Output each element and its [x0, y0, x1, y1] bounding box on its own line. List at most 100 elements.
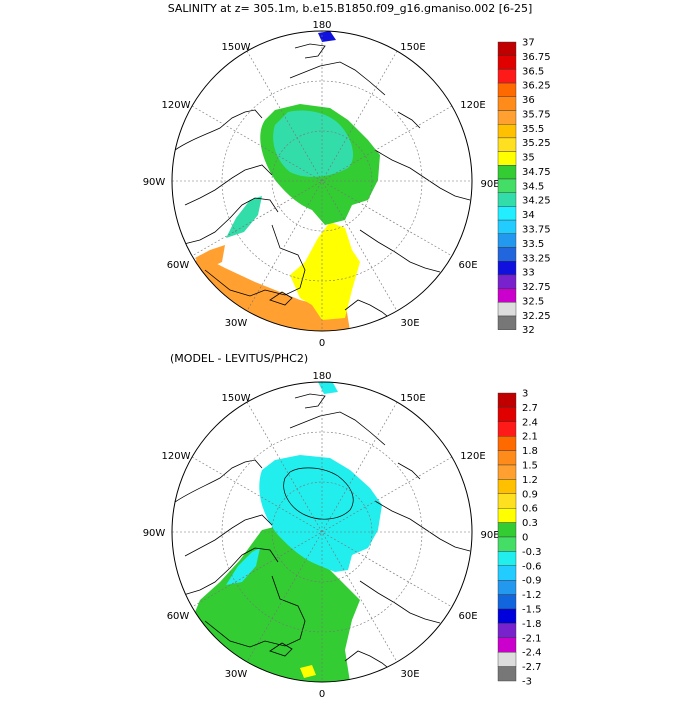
- top-colorbar-swatch: [497, 69, 517, 84]
- bottom-field-baffin: [226, 548, 260, 585]
- top-colorbar-swatch: [497, 41, 517, 56]
- bottom-colorbar-tick-label: -0.6: [522, 561, 542, 572]
- bottom-colorbar-swatch: [497, 508, 517, 523]
- lon-label-90e: 90E: [480, 530, 499, 541]
- top-colorbar-tick-label: 32: [522, 325, 535, 336]
- bottom-colorbar-swatch: [497, 580, 517, 595]
- bottom-colorbar-swatch: [497, 522, 517, 538]
- bottom-field-yellow-spot: [300, 665, 316, 678]
- lon-label-90w: 90W: [143, 528, 166, 539]
- lon-label-60w: 60W: [167, 260, 190, 271]
- top-colorbar-swatch: [497, 55, 517, 70]
- top-colorbar-swatch: [497, 165, 517, 180]
- lon-label-180: 180: [312, 20, 331, 31]
- bottom-colorbar-tick-label: -2.7: [522, 662, 542, 673]
- top-field-labrador: [195, 245, 225, 270]
- bottom-colorbar-swatch: [497, 464, 517, 480]
- bottom-colorbar-swatch: [497, 421, 517, 437]
- top-colorbar-swatch: [497, 315, 517, 330]
- top-colorbar-tick-label: 33.25: [522, 253, 551, 264]
- lon-label-0: 0: [319, 689, 325, 700]
- lon-label-60e: 60E: [458, 260, 477, 271]
- top-colorbar-swatch: [497, 261, 517, 276]
- bottom-colorbar-swatch: [497, 551, 517, 567]
- bottom-colorbar-swatch: [497, 450, 517, 466]
- bottom-colorbar-swatch: [497, 608, 517, 624]
- lon-label-90w: 90W: [143, 177, 166, 188]
- top-colorbar-swatch: [497, 82, 517, 97]
- bottom-colorbar-swatch: [497, 637, 517, 653]
- bottom-colorbar-tick-label: -2.4: [522, 648, 542, 659]
- top-field-cyan: [273, 110, 354, 177]
- top-colorbar-tick-label: 36.25: [522, 81, 551, 92]
- bottom-colorbar-tick-label: 1.8: [522, 446, 538, 457]
- bottom-colorbar-tick-label: 3: [522, 389, 528, 400]
- top-colorbar-tick-label: 36.5: [522, 66, 544, 77]
- bottom-colorbar-tick-label: 0.9: [522, 489, 538, 500]
- bottom-colorbar-swatch: [497, 594, 517, 610]
- bottom-colorbar-tick-label: -0.3: [522, 547, 542, 558]
- top-colorbar-swatch: [497, 288, 517, 303]
- bottom-colorbar-swatch: [497, 436, 517, 451]
- top-colorbar-tick-label: 36.75: [522, 52, 551, 63]
- bottom-colorbar: 3 2.7 2.4 2.1 1.8 1.5 1.2 0.9 0.6 0.3 0 -0.3 -0.6 -0.…: [497, 389, 542, 688]
- top-colorbar-swatch: [497, 123, 517, 139]
- top-lon-labels: 180 150W 150E 120W 120E 90W 90E 60W 60E …: [143, 20, 500, 349]
- top-colorbar-tick-label: 33.5: [522, 239, 544, 250]
- top-field-baffin: [226, 196, 262, 238]
- lon-label-30e: 30E: [400, 318, 419, 329]
- bottom-colorbar-tick-label: -1.5: [522, 605, 542, 616]
- top-field-bering: [318, 31, 336, 42]
- top-colorbar-tick-label: 35.75: [522, 109, 551, 120]
- bottom-colorbar-swatch: [497, 479, 517, 494]
- top-colorbar-swatch: [497, 302, 517, 317]
- bottom-field-bering: [318, 382, 338, 394]
- top-colorbar-tick-label: 36: [522, 95, 535, 106]
- top-colorbar-swatch: [497, 96, 517, 111]
- lon-label-150e: 150E: [400, 42, 425, 53]
- top-colorbar-swatch: [497, 233, 517, 248]
- bottom-polar-map: [171, 381, 473, 683]
- bottom-colorbar-tick-label: 0.6: [522, 504, 538, 515]
- bottom-colorbar-tick-label: 2.1: [522, 432, 538, 443]
- bottom-colorbar-swatch: [497, 666, 517, 682]
- bottom-field-cyan-inner: [283, 467, 354, 520]
- bottom-colorbar-swatch: [497, 536, 517, 552]
- lon-label-120w: 120W: [162, 451, 191, 462]
- top-colorbar-swatch: [497, 274, 517, 289]
- top-colorbar-tick-label: 35: [522, 153, 535, 164]
- top-colorbar-swatch: [497, 206, 517, 221]
- top-colorbar-swatch: [497, 151, 517, 166]
- lon-label-120e: 120E: [460, 451, 485, 462]
- lon-label-60e: 60E: [458, 611, 477, 622]
- bottom-colorbar-swatch: [497, 493, 517, 509]
- bottom-colorbar-tick-label: 0: [522, 533, 528, 544]
- lon-label-90e: 90E: [480, 179, 499, 190]
- top-colorbar-tick-label: 34.75: [522, 167, 551, 178]
- bottom-colorbar-tick-label: 1.5: [522, 461, 538, 472]
- bottom-colorbar-swatch: [497, 623, 517, 639]
- top-polar-map: [171, 30, 473, 332]
- bottom-lon-labels: 180 150W 150E 120W 120E 90W 90E 60W 60E …: [143, 371, 500, 700]
- top-title: SALINITY at z= 305.1m, b.e15.B1850.f09_g…: [168, 2, 533, 15]
- top-colorbar-tick-label: 33: [522, 268, 535, 279]
- lon-label-0: 0: [319, 338, 325, 349]
- top-colorbar-swatch: [497, 110, 517, 125]
- bottom-colorbar-swatch: [497, 407, 517, 422]
- top-colorbar-swatch: [497, 192, 517, 207]
- lon-label-150e: 150E: [400, 393, 425, 404]
- bottom-colorbar-tick-label: -2.1: [522, 633, 542, 644]
- bottom-colorbar-tick-label: -3: [522, 677, 532, 688]
- bottom-colorbar-tick-label: 0.3: [522, 518, 538, 529]
- bottom-title: (MODEL - LEVITUS/PHC2): [170, 352, 308, 365]
- top-field-yellow: [290, 222, 360, 320]
- top-colorbar-tick-label: 32.5: [522, 296, 544, 307]
- bottom-colorbar-tick-label: 2.4: [522, 417, 538, 428]
- top-colorbar-tick-label: 34.25: [522, 196, 551, 207]
- lon-label-30w: 30W: [225, 669, 248, 680]
- bottom-colorbar-swatch: [497, 392, 517, 408]
- bottom-colorbar-swatch: [497, 565, 517, 581]
- top-colorbar-tick-label: 37: [522, 38, 535, 49]
- bottom-colorbar-tick-label: -1.8: [522, 619, 542, 630]
